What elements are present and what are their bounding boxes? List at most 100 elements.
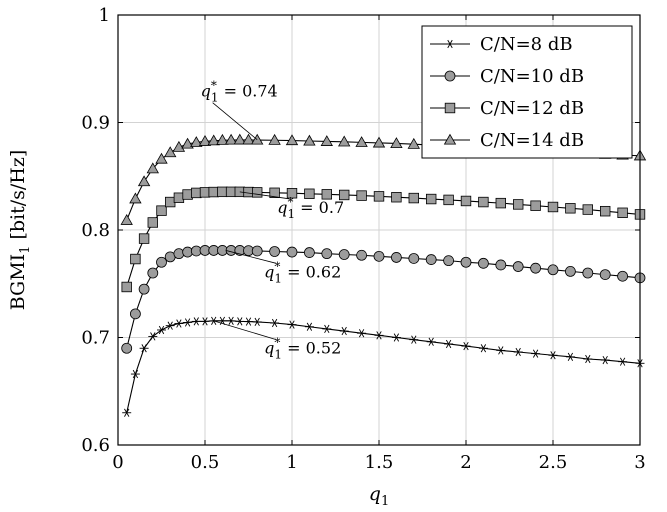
data-point xyxy=(286,246,298,258)
data-point xyxy=(321,248,333,260)
legend-entry: C/N=8 dB xyxy=(430,34,573,55)
data-point xyxy=(338,135,351,147)
data-point xyxy=(391,192,402,203)
legend-marker xyxy=(445,39,455,49)
y-tick-label: 1 xyxy=(99,5,110,26)
series-line xyxy=(126,249,641,349)
annotation-label: q* 1 = 0.52 xyxy=(264,336,341,362)
data-point xyxy=(216,133,229,145)
data-point xyxy=(547,264,559,276)
data-point xyxy=(407,137,420,149)
data-point xyxy=(425,193,437,205)
data-point xyxy=(512,261,524,272)
y-axis-label: BGMI1[bit/s/Hz] xyxy=(7,150,33,311)
data-point xyxy=(172,140,186,152)
y-tick-label: 0.8 xyxy=(81,220,110,241)
data-point xyxy=(251,245,263,257)
series-group xyxy=(120,133,647,417)
data-point xyxy=(565,203,576,214)
data-point xyxy=(408,192,420,204)
data-point xyxy=(157,325,166,335)
optimum-annotation: q* 1 = 0.7 xyxy=(239,191,344,221)
x-tick-label: 0.5 xyxy=(191,452,220,473)
data-point xyxy=(148,332,158,341)
data-point xyxy=(548,351,558,360)
annotation-label: q* 1 = 0.62 xyxy=(264,259,341,285)
data-point xyxy=(252,317,262,327)
data-point xyxy=(164,146,177,158)
data-point xyxy=(130,253,141,265)
data-point xyxy=(443,194,454,206)
data-point xyxy=(617,270,628,282)
data-point xyxy=(495,197,507,209)
data-point xyxy=(356,190,367,201)
data-point xyxy=(251,187,263,198)
data-point xyxy=(190,136,203,147)
legend: C/N=8 dB C/N=10 dB C/N=12 dB C/N=14 dB xyxy=(421,25,633,159)
data-point xyxy=(304,188,315,199)
legend-label: C/N=12 dB xyxy=(480,98,584,119)
legend-marker xyxy=(444,102,456,114)
data-point xyxy=(409,335,419,344)
series-star xyxy=(122,316,645,417)
data-point xyxy=(321,189,333,200)
data-point xyxy=(121,342,133,354)
x-tick-label: 1.5 xyxy=(365,452,394,473)
data-point xyxy=(120,214,133,225)
data-point xyxy=(269,187,280,199)
data-point xyxy=(460,195,472,207)
annotation-leader xyxy=(213,320,277,341)
data-point xyxy=(121,281,132,293)
data-point xyxy=(270,318,280,328)
data-point xyxy=(233,133,246,145)
data-point xyxy=(182,189,193,200)
data-point xyxy=(357,329,367,338)
data-point xyxy=(139,344,149,353)
data-point xyxy=(565,265,576,277)
data-point xyxy=(174,319,184,328)
data-point xyxy=(137,175,151,187)
data-point xyxy=(338,249,350,260)
data-point xyxy=(530,200,541,211)
data-point xyxy=(373,250,385,262)
legend-entry: C/N=12 dB xyxy=(430,98,584,119)
x-tick-label: 3 xyxy=(634,452,645,473)
legend-marker xyxy=(444,70,456,82)
data-point xyxy=(444,339,454,349)
data-point xyxy=(164,196,176,208)
data-point xyxy=(165,321,175,330)
y-tick-label: 0.6 xyxy=(81,435,110,456)
legend-box xyxy=(421,25,633,159)
data-point xyxy=(339,326,349,336)
data-point xyxy=(322,324,332,334)
data-point xyxy=(207,134,220,146)
annotation-leader xyxy=(225,250,277,264)
data-point xyxy=(242,133,255,145)
data-point xyxy=(355,136,368,147)
data-point xyxy=(269,246,281,257)
data-point xyxy=(477,257,489,269)
data-point xyxy=(338,189,350,201)
data-point xyxy=(173,192,185,203)
data-point xyxy=(226,316,236,325)
data-point xyxy=(582,204,594,215)
data-point xyxy=(390,137,403,148)
y-tick-label: 0.7 xyxy=(81,328,110,349)
legend-label: C/N=10 dB xyxy=(480,66,584,87)
data-point xyxy=(268,133,281,145)
data-point xyxy=(496,346,506,355)
series-circle xyxy=(121,245,646,354)
data-point xyxy=(146,162,159,174)
data-point xyxy=(304,322,314,331)
x-tick-label: 0 xyxy=(112,452,123,473)
data-point xyxy=(208,186,219,198)
annotation-label: q* 1 = 0.74 xyxy=(201,79,278,105)
optimum-annotation: q* 1 = 0.74 xyxy=(201,79,278,141)
data-point xyxy=(156,205,167,216)
data-point xyxy=(198,135,212,146)
data-point xyxy=(130,369,140,379)
data-point xyxy=(478,344,488,353)
data-point xyxy=(513,199,524,210)
data-point xyxy=(582,267,594,279)
